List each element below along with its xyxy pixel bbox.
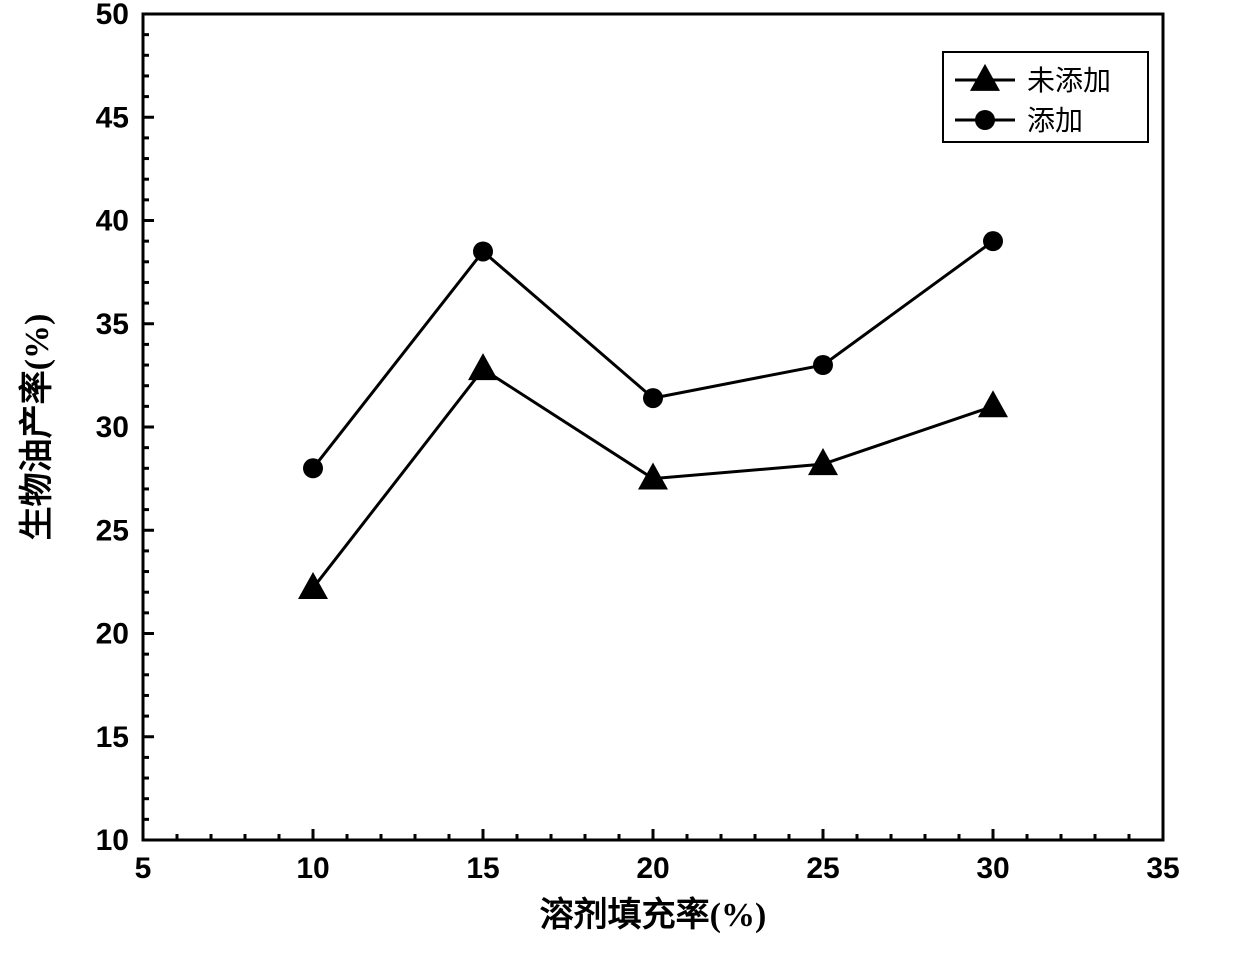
x-axis-ticks: 5 10 15 20 25 30 35 [135, 829, 1180, 885]
svg-text:45: 45 [96, 101, 129, 134]
svg-text:15: 15 [466, 852, 499, 885]
svg-text:35: 35 [96, 308, 129, 341]
svg-text:10: 10 [296, 852, 329, 885]
svg-text:35: 35 [1146, 852, 1179, 885]
svg-text:5: 5 [135, 852, 152, 885]
svg-text:15: 15 [96, 721, 129, 754]
svg-text:50: 50 [96, 0, 129, 31]
svg-text:20: 20 [96, 618, 129, 651]
svg-text:10: 10 [96, 824, 129, 857]
svg-text:25: 25 [806, 852, 839, 885]
line-chart: 5101520253035 101520253035404550 溶剂填充率(%… [0, 0, 1240, 955]
x-axis-title: 溶剂填充率(%) [540, 896, 767, 934]
chart-series [298, 231, 1008, 599]
legend: 未添加添加 [943, 52, 1148, 142]
svg-text:20: 20 [636, 852, 669, 885]
chart-container: { "chart": { "type": "line", "width": 12… [0, 0, 1240, 955]
svg-text:25: 25 [96, 514, 129, 547]
legend-label: 添加 [1027, 106, 1083, 137]
legend-label: 未添加 [1027, 65, 1111, 97]
y-axis-title: 生物油产率(%) [18, 314, 56, 541]
svg-text:30: 30 [976, 852, 1009, 885]
svg-text:40: 40 [96, 205, 129, 238]
svg-text:30: 30 [96, 411, 129, 444]
y-axis-ticks: 10 15 20 25 30 35 40 45 50 [96, 0, 154, 857]
